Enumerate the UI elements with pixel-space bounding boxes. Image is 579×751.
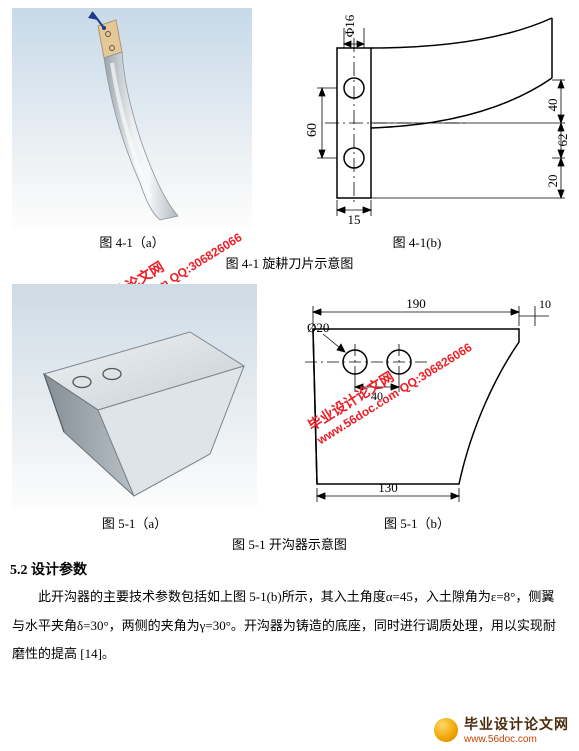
center-caption-41: 图 4-1 旋耕刀片示意图 [0,253,579,272]
dim-40b: 40 [371,389,383,403]
fig-51b-box: 190 10 Ø20 40 [267,284,567,532]
footer-globe-icon [434,718,458,742]
dim-phi16: Φ16 [342,14,357,37]
section-title: 5.2 设计参数 [10,559,579,579]
fig-51a-box: 图 5-1（a） [12,284,257,532]
dim-130: 130 [378,480,398,495]
fig-51b-svg: 190 10 Ø20 40 [267,284,567,509]
fig-41a-box: 图 4-1（a） [12,8,252,251]
fig-41a-caption: 图 4-1（a） [99,232,164,251]
fig-51a-caption: 图 5-1（a） [102,513,167,532]
footer-text-block: 毕业设计论文网 www.56doc.com [464,714,569,745]
dim-60: 60 [305,123,320,137]
fig-41b-svg: 60 15 Φ16 [267,8,567,228]
fig-41b-caption: 图 4-1(b) [393,232,442,251]
fig-41a-svg [12,8,252,228]
dim-20: 20 [545,175,560,188]
figure-row-41: 图 4-1（a） [0,0,579,251]
dim-40: 40 [545,99,560,112]
dim-phi20: Ø20 [307,320,329,335]
center-caption-51: 图 5-1 开沟器示意图 [0,534,579,553]
footer: 毕业设计论文网 www.56doc.com [434,714,569,745]
fig-51b-caption: 图 5-1（b） [384,513,450,532]
body-text: 此开沟器的主要技术参数包括如上图 5-1(b)所示，其入土角度α=45，入土隙角… [0,583,579,669]
fig-51a-svg [12,284,257,509]
footer-url: www.56doc.com [464,734,569,745]
dim-190: 190 [406,296,426,311]
dim-15: 15 [348,212,361,227]
dim-10: 10 [539,297,551,311]
figure-row-51: 图 5-1（a） 190 [0,276,579,532]
footer-brand: 毕业设计论文网 [464,714,569,734]
dim-62: 62 [555,134,567,147]
fig-41b-box: 60 15 Φ16 [267,8,567,251]
